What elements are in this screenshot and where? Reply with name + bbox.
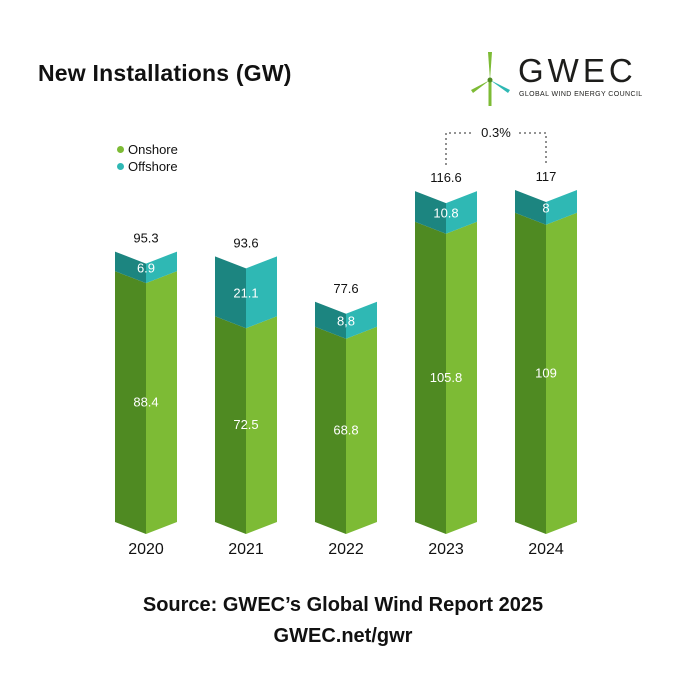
x-tick-label-2021: 2021	[228, 541, 264, 558]
total-label-2023: 116.6	[430, 170, 462, 185]
logo-tagline: GLOBAL WIND ENERGY COUNCIL	[519, 91, 643, 98]
chart-title: New Installations (GW)	[38, 60, 292, 86]
x-tick-label-2020: 2020	[128, 541, 164, 558]
source-text: Source: GWEC’s Global Wind Report 2025	[142, 594, 544, 616]
x-tick-label-2024: 2024	[528, 541, 564, 558]
source-url[interactable]: GWEC.net/gwr	[273, 625, 413, 647]
legend-swatch-onshore	[117, 146, 124, 153]
offshore-value-label-2024: 8	[542, 200, 549, 215]
onshore-value-label-2022: 68.8	[333, 422, 358, 437]
legend-label-offshore: Offshore	[128, 159, 178, 174]
onshore-value-label-2021: 72.5	[233, 417, 258, 432]
offshore-bar-right-2020	[146, 251, 177, 284]
offshore-bar-right-2023	[446, 191, 477, 234]
legend-item-onshore: Onshore	[117, 141, 178, 158]
offshore-bar-left-2024	[515, 190, 546, 225]
onshore-bar-right-2021	[246, 316, 277, 534]
onshore-bar-right-2023	[446, 221, 477, 534]
offshore-bar-left-2022	[315, 301, 346, 339]
onshore-value-label-2024: 109	[535, 365, 557, 380]
onshore-bar-right-2020	[146, 271, 177, 534]
legend: Onshore Offshore	[117, 141, 178, 175]
offshore-value-label-2021: 21.1	[233, 285, 258, 300]
offshore-value-label-2020: 6.9	[137, 260, 155, 275]
offshore-value-label-2023: 10.8	[433, 205, 458, 220]
growth-annotation: 0.3%	[481, 125, 511, 140]
onshore-value-label-2023: 105.8	[430, 370, 463, 385]
offshore-value-label-2022: 8,8	[337, 313, 355, 328]
onshore-bar-left-2024	[515, 212, 546, 534]
logo-wordmark: GWEC	[518, 52, 637, 89]
onshore-bar-right-2022	[346, 326, 377, 534]
legend-swatch-offshore	[117, 163, 124, 170]
x-tick-label-2022: 2022	[328, 541, 364, 558]
total-label-2024: 117	[536, 169, 557, 184]
onshore-bar-left-2021	[215, 316, 246, 534]
onshore-value-label-2020: 88.4	[133, 395, 158, 410]
total-label-2021: 93.6	[233, 235, 258, 250]
onshore-bar-right-2024	[546, 212, 577, 534]
onshore-bar-left-2023	[415, 221, 446, 534]
offshore-bar-left-2023	[415, 191, 446, 234]
offshore-bar-right-2022	[346, 301, 377, 339]
x-tick-label-2023: 2023	[428, 541, 464, 558]
growth-label-bg	[474, 123, 518, 141]
offshore-bar-left-2020	[115, 251, 146, 284]
onshore-bar-left-2022	[315, 326, 346, 534]
onshore-bar-left-2020	[115, 271, 146, 534]
legend-label-onshore: Onshore	[128, 142, 178, 157]
total-label-2022: 77.6	[333, 281, 358, 296]
gwec-logo: GWEC GLOBAL WIND ENERGY COUNCIL	[470, 48, 650, 110]
offshore-bar-left-2021	[215, 256, 246, 329]
wind-turbine-icon	[471, 52, 510, 106]
legend-item-offshore: Offshore	[117, 158, 178, 175]
total-label-2020: 95.3	[133, 231, 158, 246]
offshore-bar-right-2024	[546, 190, 577, 225]
offshore-bar-right-2021	[246, 256, 277, 329]
